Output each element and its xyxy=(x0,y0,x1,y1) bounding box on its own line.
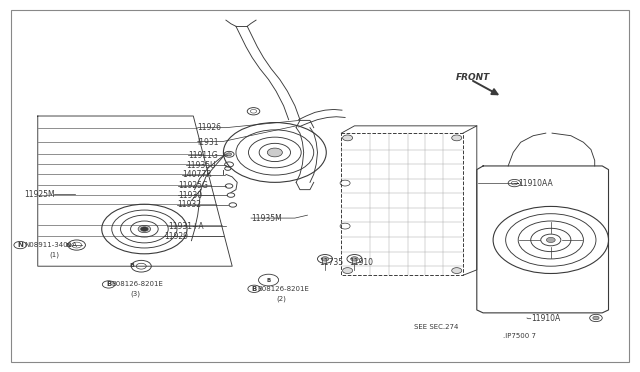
Text: 14077R: 14077R xyxy=(182,170,212,179)
Text: B: B xyxy=(129,263,134,268)
Circle shape xyxy=(452,135,461,141)
Text: B08126-8201E: B08126-8201E xyxy=(257,286,309,292)
Text: 11932: 11932 xyxy=(177,201,201,209)
Text: 11935M: 11935M xyxy=(251,214,282,222)
Text: 11925G: 11925G xyxy=(179,182,208,190)
Text: FRONT: FRONT xyxy=(456,73,490,82)
Text: N: N xyxy=(17,242,23,248)
Text: 11926: 11926 xyxy=(198,123,221,132)
Text: 11911G: 11911G xyxy=(188,151,218,160)
Text: (3): (3) xyxy=(131,290,141,297)
Text: 11931+A: 11931+A xyxy=(168,222,204,231)
Circle shape xyxy=(593,316,599,320)
Circle shape xyxy=(138,225,150,232)
Text: .IP7500 7: .IP7500 7 xyxy=(503,333,536,339)
Text: 11930: 11930 xyxy=(179,191,202,200)
Text: 11929: 11929 xyxy=(164,232,188,241)
Text: 11910A: 11910A xyxy=(531,314,560,323)
Circle shape xyxy=(227,153,232,156)
Circle shape xyxy=(268,148,282,157)
Text: B08126-8201E: B08126-8201E xyxy=(112,282,164,288)
Circle shape xyxy=(452,268,461,273)
Text: I1931: I1931 xyxy=(198,138,219,147)
Circle shape xyxy=(342,268,353,273)
Text: 11910AA: 11910AA xyxy=(518,179,553,187)
Text: 11925M: 11925M xyxy=(24,189,54,199)
Circle shape xyxy=(141,227,148,231)
Text: 11735: 11735 xyxy=(319,258,343,267)
Text: B: B xyxy=(252,286,257,292)
Circle shape xyxy=(342,135,353,141)
Circle shape xyxy=(547,237,556,243)
Text: B: B xyxy=(106,282,111,288)
Text: 11935U: 11935U xyxy=(186,161,216,170)
Text: 11910: 11910 xyxy=(349,258,373,267)
Text: SEE SEC.274: SEE SEC.274 xyxy=(414,324,458,330)
Text: (2): (2) xyxy=(276,295,286,302)
Text: B: B xyxy=(266,278,271,283)
Text: N08911-3401A: N08911-3401A xyxy=(24,242,77,248)
Circle shape xyxy=(321,257,329,261)
Text: N: N xyxy=(65,243,70,247)
Circle shape xyxy=(351,257,358,261)
Text: (1): (1) xyxy=(49,251,59,258)
